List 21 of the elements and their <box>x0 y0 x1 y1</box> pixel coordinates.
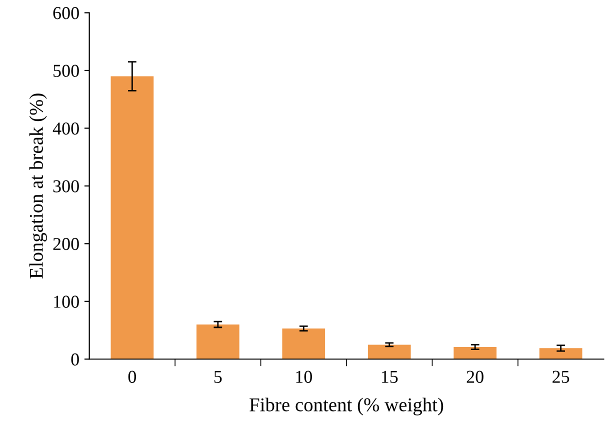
bar <box>110 76 154 360</box>
y-tick-label: 300 <box>53 180 79 192</box>
y-tick-label: 100 <box>54 296 79 308</box>
x-tick-label: 10 <box>296 370 312 383</box>
bar <box>282 328 326 360</box>
y-axis-title: Elongation at break (%) <box>29 94 47 279</box>
x-tick-label: 20 <box>466 370 484 383</box>
y-tick-label: 500 <box>54 64 79 77</box>
y-tick-label: 200 <box>53 238 79 250</box>
bar <box>196 324 240 360</box>
x-tick-label: 15 <box>382 370 398 383</box>
x-tick-label: 25 <box>552 370 570 383</box>
y-tick-label: 600 <box>53 7 79 20</box>
y-tick-label: 400 <box>52 122 79 135</box>
x-tick-label: 5 <box>214 370 222 383</box>
bar <box>539 348 582 360</box>
bar <box>368 344 411 360</box>
bar <box>454 347 497 360</box>
x-tick-label: 0 <box>128 370 136 383</box>
y-tick-label: 0 <box>71 353 79 366</box>
x-axis-title: Fibre content (% weight) <box>250 398 444 416</box>
